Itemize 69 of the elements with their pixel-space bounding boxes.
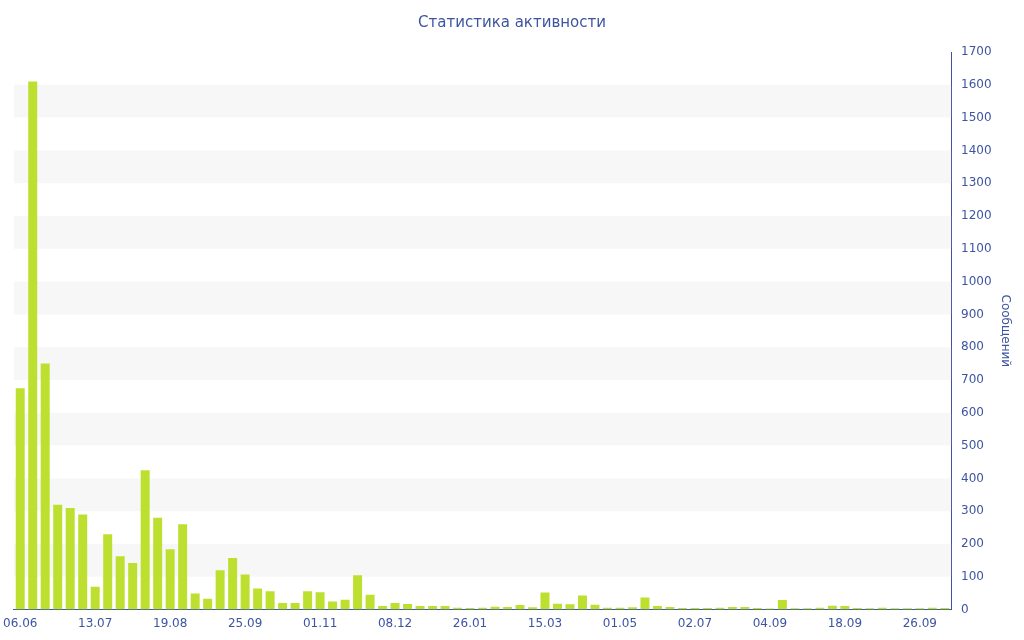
bar [328, 601, 338, 610]
y2-tick-label: 1100 [961, 240, 992, 255]
y2-tick-label: 300 [961, 503, 984, 518]
bar [353, 575, 363, 610]
x-tick-label: 18.09 [827, 615, 863, 630]
y2-tick-label: 800 [961, 339, 984, 354]
bar [165, 549, 175, 610]
x-tick-label: 02.07 [677, 615, 713, 630]
bar [565, 604, 575, 610]
x-tick-label: 06.06 [3, 615, 38, 630]
bar [403, 604, 413, 610]
bar [340, 599, 350, 610]
x-tick-label: 01.05 [602, 615, 638, 630]
bar [128, 563, 138, 610]
y2-tick-label: 1700 [961, 44, 992, 59]
bar [203, 598, 213, 610]
chart-title: Статистика активности [418, 12, 606, 31]
bar [240, 574, 250, 610]
bar [228, 558, 238, 610]
bar [540, 592, 550, 610]
bar [777, 600, 787, 610]
y2-tick-label: 700 [961, 372, 984, 387]
bar [40, 363, 50, 610]
bar [577, 595, 587, 610]
bar [253, 588, 263, 610]
y2-axis-title: Сообщений [998, 294, 1013, 368]
y2-tick-label: 400 [961, 470, 984, 485]
x-tick-label: 08.12 [377, 615, 413, 630]
y2-tick-label: 0 [961, 601, 969, 616]
x-tick-label: 25.09 [227, 615, 263, 630]
x-tick-label: 15.03 [527, 615, 563, 630]
bar [278, 603, 288, 610]
y2-tick-label: 500 [961, 437, 984, 452]
bar [265, 591, 275, 610]
bar [53, 504, 63, 610]
y2-tick-label: 1600 [961, 76, 992, 91]
y2-tick-label: 600 [961, 404, 984, 419]
bar [290, 603, 300, 610]
bar [15, 388, 25, 610]
bar [390, 603, 400, 610]
bar [140, 470, 150, 610]
x-tick-label: 01.11 [302, 615, 338, 630]
bar [178, 524, 188, 610]
x-tick-label: 26.09 [902, 615, 937, 630]
bar [190, 593, 200, 610]
bar [28, 81, 38, 610]
bar [640, 597, 650, 610]
bar [90, 586, 100, 610]
x-tick-label: 04.09 [752, 615, 788, 630]
bar [365, 594, 375, 610]
bar [215, 570, 225, 610]
x-tick-label: 26.01 [452, 615, 488, 630]
y2-tick-label: 1200 [961, 208, 992, 223]
y2-tick-label: 900 [961, 306, 984, 321]
bar [115, 556, 125, 610]
bar [315, 592, 325, 610]
bar [78, 514, 88, 610]
bar [303, 591, 313, 610]
y2-tick-label: 1400 [961, 142, 992, 157]
y2-tick-label: 100 [961, 568, 984, 583]
y2-tick-label: 1500 [961, 109, 992, 124]
bar [65, 507, 75, 610]
bar [103, 534, 113, 610]
y2-tick-label: 1300 [961, 175, 992, 190]
y2-tick-label: 1000 [961, 273, 992, 288]
x-tick-label: 19.08 [152, 615, 188, 630]
bar [153, 517, 163, 610]
x-tick-label: 13.07 [78, 615, 113, 630]
y2-tick-label: 200 [961, 536, 984, 551]
